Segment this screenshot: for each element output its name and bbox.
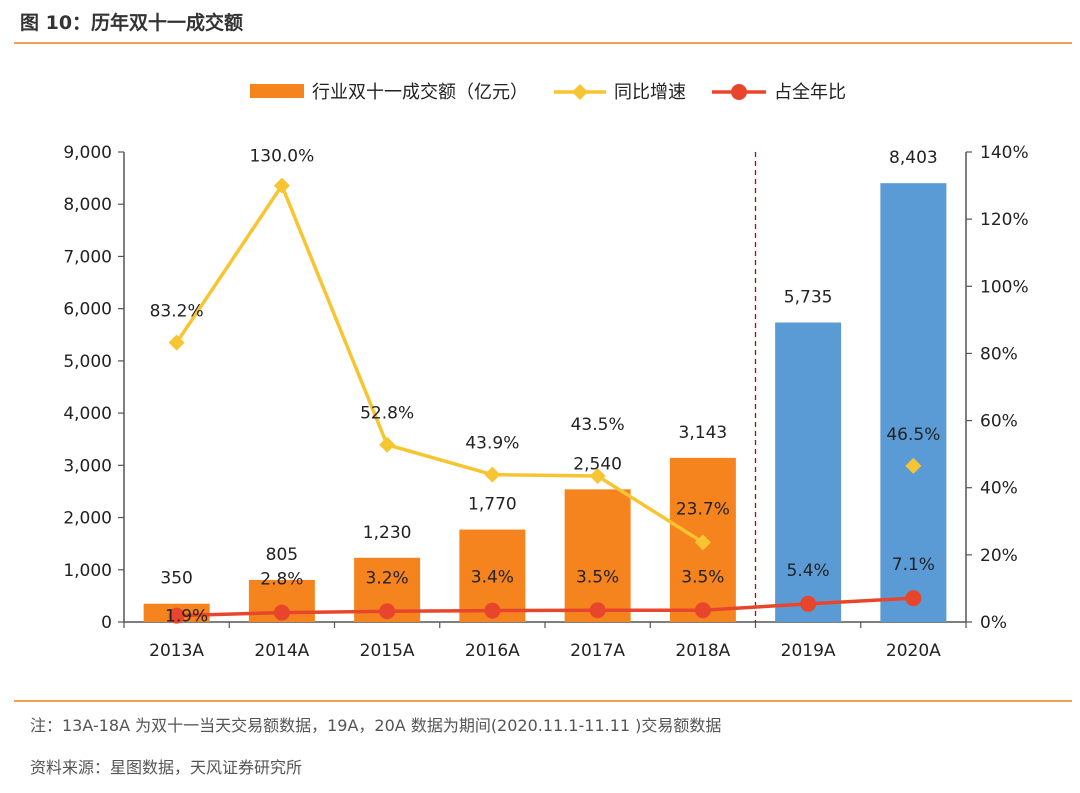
x-tick-label: 2017A	[570, 641, 625, 661]
growth-point	[273, 177, 290, 194]
y-right-tick-label: 140%	[980, 143, 1029, 163]
y-right-tick-label: 80%	[980, 344, 1018, 364]
x-tick-label: 2018A	[675, 641, 730, 661]
y-left-tick-label: 5,000	[63, 352, 112, 372]
y-left-tick-label: 8,000	[63, 195, 112, 215]
y-left-tick-label: 0	[101, 613, 112, 633]
growth-point	[168, 334, 185, 351]
share-label: 3.2%	[366, 568, 409, 588]
y-right-tick-label: 100%	[980, 277, 1029, 297]
share-point	[484, 602, 501, 619]
share-point	[273, 604, 290, 621]
share-label: 7.1%	[892, 555, 935, 575]
chart-note: 注：13A-18A 为双十一当天交易额数据，19A，20A 数据为期间(2020…	[30, 716, 722, 735]
bar	[775, 322, 842, 622]
bar-value-label: 8,403	[889, 148, 938, 168]
y-left-tick-label: 9,000	[63, 143, 112, 163]
y-right-tick-label: 20%	[980, 546, 1018, 566]
share-point	[800, 595, 817, 612]
share-label: 3.4%	[471, 568, 514, 588]
growth-point	[484, 466, 501, 483]
combo-chart: 0 1,000 2,000 3,000 4,000 5,000 6,000 7,000 8,00…	[63, 82, 1029, 661]
share-label: 5.4%	[787, 561, 830, 581]
growth-point	[589, 467, 606, 484]
growth-label: 23.7%	[676, 499, 730, 519]
y-right-tick-label: 60%	[980, 412, 1018, 432]
figure-title: 图 10：历年双十一成交额	[20, 12, 244, 34]
growth-label: 83.2%	[150, 302, 204, 322]
growth-label: 46.5%	[886, 425, 940, 445]
growth-label: 130.0%	[249, 147, 314, 167]
share-point	[905, 590, 922, 607]
bar-value-label: 1,770	[468, 495, 517, 515]
legend-label-share: 占全年比	[774, 82, 846, 103]
growth-point	[379, 436, 396, 453]
bar-value-label: 350	[160, 569, 192, 589]
share-point	[589, 602, 606, 619]
y-right-tick-label: 120%	[980, 210, 1029, 230]
bar	[880, 183, 947, 622]
share-label: 3.5%	[681, 567, 724, 587]
share-line	[176, 596, 914, 618]
growth-label: 43.5%	[571, 415, 625, 435]
bar-value-label: 1,230	[363, 523, 412, 543]
growth-point	[905, 457, 922, 474]
share-point	[168, 607, 185, 624]
growth-label: 52.8%	[360, 404, 414, 424]
y-right-tick-label: 40%	[980, 479, 1018, 499]
x-tick-label: 2015A	[360, 641, 415, 661]
x-tick-label: 2020A	[886, 641, 941, 661]
y-left-tick-label: 3,000	[63, 456, 112, 476]
growth-point	[694, 534, 711, 551]
chart-source: 资料来源：星图数据，天风证券研究所	[30, 758, 303, 777]
growth-line	[175, 181, 704, 544]
share-label: 2.8%	[260, 570, 303, 590]
share-label: 1.9%	[165, 607, 208, 627]
y-left-tick-label: 1,000	[63, 561, 112, 581]
growth-label: 43.9%	[465, 434, 519, 454]
share-point	[694, 602, 711, 619]
x-tick-label: 2013A	[149, 641, 204, 661]
legend-swatch-growth-marker	[572, 84, 588, 100]
title-rule	[14, 42, 1072, 44]
bar	[564, 489, 631, 622]
x-tick-label: 2019A	[781, 641, 836, 661]
x-tick-label: 2016A	[465, 641, 520, 661]
legend-label-growth: 同比增速	[614, 82, 686, 103]
y-right-tick-label: 0%	[980, 613, 1007, 633]
bar-value-label: 3,143	[679, 423, 728, 443]
footer-rule	[14, 700, 1072, 702]
y-left-tick-label: 4,000	[63, 404, 112, 424]
share-label: 3.5%	[576, 567, 619, 587]
legend-swatch-bar	[250, 84, 304, 98]
y-left-tick-label: 2,000	[63, 509, 112, 529]
legend-swatch-share-marker	[731, 84, 747, 100]
bar-value-label: 5,735	[784, 288, 833, 308]
share-point	[379, 603, 396, 620]
x-tick-label: 2014A	[254, 641, 309, 661]
bar-value-label: 805	[266, 545, 298, 565]
y-left-tick-label: 6,000	[63, 300, 112, 320]
y-left-tick-label: 7,000	[63, 247, 112, 267]
bar-value-label: 2,540	[573, 454, 622, 474]
legend-label-bar: 行业双十一成交额（亿元）	[312, 82, 528, 103]
